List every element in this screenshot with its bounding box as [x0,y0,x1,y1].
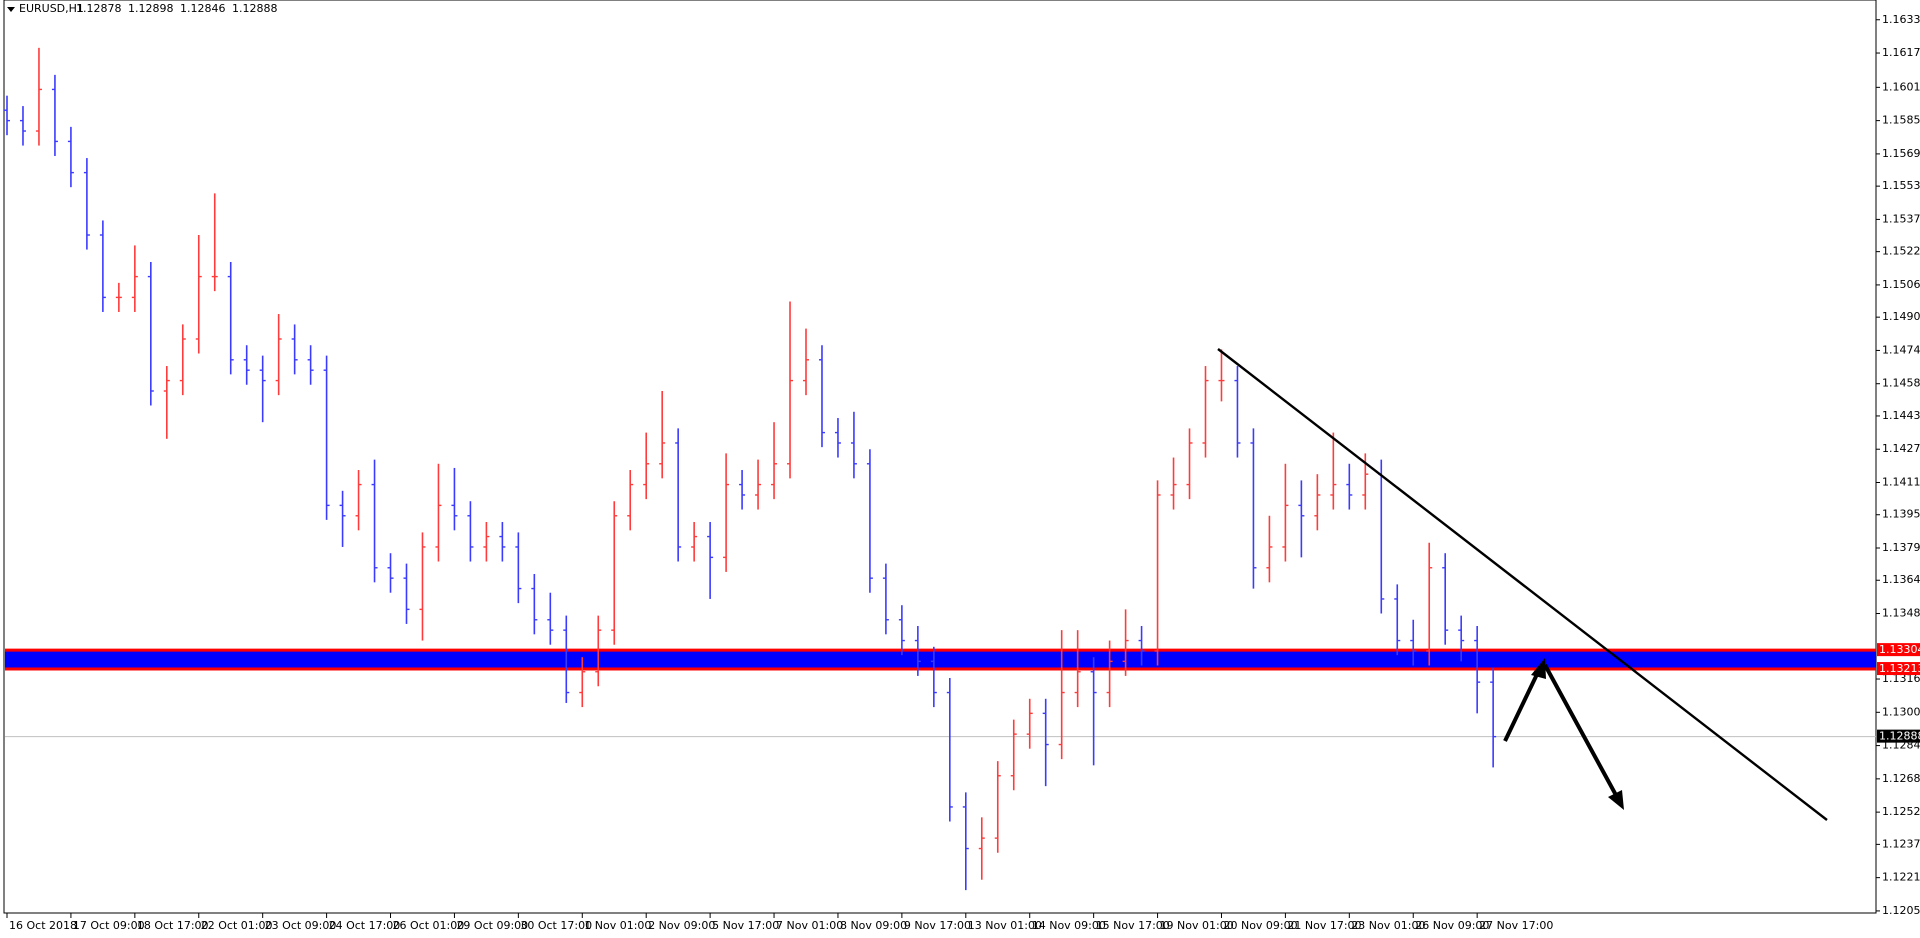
y-tick-label: 1.13955 [1882,508,1920,521]
y-tick-label: 1.13165 [1882,672,1920,685]
arrow-up-head [1531,658,1546,679]
header-icon [7,7,15,12]
x-tick-label: 8 Nov 09:00 [840,919,907,932]
y-tick-label: 1.14745 [1882,343,1920,356]
y-tick-label: 1.13795 [1882,541,1920,554]
y-tick-label: 1.15060 [1882,278,1920,291]
y-tick-label: 1.12525 [1882,805,1920,818]
y-tick-label: 1.12370 [1882,837,1920,850]
x-tick-label: 27 Nov 17:00 [1479,919,1553,932]
zone-bottom-label: 1.13213 [1879,662,1920,675]
x-tick-label: 19 Nov 01:00 [1160,919,1234,932]
y-tick-label: 1.14585 [1882,377,1920,390]
zone-bottom-label-bg [1877,662,1920,676]
last-price-label: 1.12888 [1879,730,1920,743]
x-tick-label: 15 Nov 17:00 [1096,919,1170,932]
x-tick-label: 9 Nov 17:00 [904,919,971,932]
y-tick-label: 1.14430 [1882,409,1920,422]
y-tick-label: 1.13005 [1882,705,1920,718]
last-price-label-bg [1877,729,1920,743]
zone-top-label: 1.13304 [1879,643,1920,656]
y-tick-label: 1.15375 [1882,212,1920,225]
marks [4,47,1876,891]
header-value: 1.12846 [180,2,226,15]
x-tick-label: 7 Nov 01:00 [776,919,843,932]
header-value: 1.12898 [128,2,174,15]
y-tick-label: 1.16010 [1882,80,1920,93]
symbol: EURUSD,H1 [19,2,84,15]
x-tick-label: 16 Oct 2018 [9,919,77,932]
x-tick-label: 26 Oct 01:00 [393,919,465,932]
x-tick-label: 17 Oct 09:00 [73,919,145,932]
y-tick-label: 1.16335 [1882,13,1920,26]
x-tick-label: 21 Nov 17:00 [1287,919,1361,932]
x-tick-label: 23 Oct 09:00 [265,919,337,932]
x-tick-label: 29 Oct 09:00 [456,919,528,932]
x-tick-label: 22 Oct 01:00 [201,919,273,932]
header: EURUSD,H1 [7,2,84,15]
x-tick-label: 2 Nov 09:00 [648,919,715,932]
x-tick-label: 14 Nov 09:00 [1032,919,1106,932]
arrow-down [1543,664,1619,798]
trend-line [1217,348,1828,821]
y-tick-label: 1.15850 [1882,114,1920,127]
x-tick-label: 26 Nov 09:00 [1415,919,1489,932]
x-tick-label: 5 Nov 17:00 [712,919,779,932]
zone-top-label-bg [1877,643,1920,657]
x-tick-label: 20 Nov 09:00 [1223,919,1297,932]
y-tick-label: 1.13480 [1882,607,1920,620]
y-tick-label: 1.12685 [1882,772,1920,785]
zone [5,650,1876,670]
drawings [1217,348,1828,821]
x-tick-label: 23 Nov 01:00 [1351,919,1425,932]
header-value: 1.12878 [76,2,122,15]
y-tick-label: 1.15535 [1882,179,1920,192]
arrow-down-head [1608,790,1624,810]
y-tick-label: 1.14905 [1882,310,1920,323]
y-tick-label: 1.15690 [1882,147,1920,160]
x-tick-label: 1 Nov 01:00 [584,919,651,932]
x-tick-label: 24 Oct 17:00 [329,919,401,932]
y-tick-label: 1.13640 [1882,573,1920,586]
y-tick-label: 1.16175 [1882,46,1920,59]
y-tick-label: 1.14270 [1882,442,1920,455]
plot-frame [3,0,1877,914]
y-tick-label: 1.12210 [1882,871,1920,884]
header-value: 1.12888 [232,2,278,15]
y-tick-label: 1.14110 [1882,475,1920,488]
y-tick-label: 1.15220 [1882,245,1920,258]
x-tick-label: 30 Oct 17:00 [520,919,592,932]
x-tick-label: 18 Oct 17:00 [137,919,209,932]
y-tick-label: 1.12050 [1882,904,1920,917]
arrow-up [1503,667,1542,742]
x-tick-label: 13 Nov 01:00 [968,919,1042,932]
